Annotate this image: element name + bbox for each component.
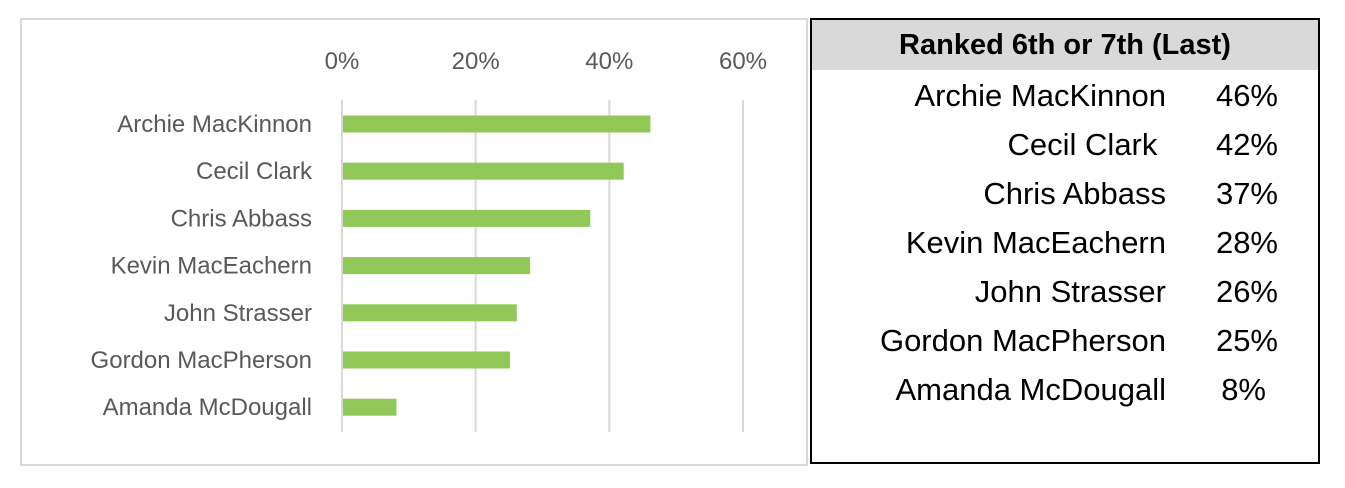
bar: [343, 351, 511, 369]
table-row-percent: 37%: [1215, 176, 1278, 211]
category-label: Chris Abbass: [171, 205, 312, 232]
table-row: Archie MacKinnon 46%: [812, 78, 1318, 126]
bar: [343, 398, 397, 416]
ranking-table: Ranked 6th or 7th (Last) Archie MacKinno…: [810, 18, 1320, 464]
category-label: Archie MacKinnon: [117, 111, 312, 138]
bar: [343, 209, 591, 227]
table-row: Amanda McDougall 8%: [812, 372, 1318, 420]
table-row-name: Archie MacKinnon: [914, 78, 1166, 113]
chart-frame: 0% 20% 40% 60% Archie MacKinnon Cecil Clark Ch…: [20, 18, 808, 466]
table-row: Kevin MacEachern 28%: [812, 225, 1318, 273]
table-row-name: Kevin MacEachern: [905, 225, 1166, 260]
x-tick-label: 40%: [585, 48, 633, 75]
table-title: Ranked 6th or 7th (Last): [812, 20, 1318, 70]
table-row-name: Gordon MacPherson: [879, 323, 1166, 358]
table-row: Chris Abbass 37%: [812, 176, 1318, 224]
table-row-name: Chris Abbass: [983, 176, 1166, 211]
table-row: John Strasser 26%: [812, 274, 1318, 322]
table-row-name: Amanda McDougall: [895, 372, 1166, 407]
bar-chart: 0% 20% 40% 60% Archie MacKinnon Cecil Clark Ch…: [91, 48, 767, 432]
x-tick-label: 60%: [719, 48, 767, 75]
category-label: Gordon MacPherson: [91, 347, 312, 374]
bar: [343, 257, 531, 275]
category-label: Cecil Clark: [196, 158, 313, 185]
category-label: Kevin MacEachern: [111, 253, 312, 280]
table-row-percent: 42%: [1215, 127, 1278, 162]
table-row-name: Cecil Clark: [1007, 127, 1166, 162]
table-row-percent: 25%: [1215, 323, 1278, 358]
table-row: Cecil Clark 42%: [812, 127, 1318, 175]
x-tick-label: 20%: [452, 48, 500, 75]
table-row-percent: 26%: [1215, 274, 1278, 309]
table-row-percent: 8%: [1221, 372, 1266, 407]
bar: [343, 162, 624, 180]
table-row-percent: 28%: [1215, 225, 1278, 260]
bar: [343, 115, 651, 133]
x-tick-label: 0%: [325, 48, 360, 75]
table-row: Gordon MacPherson 25%: [812, 323, 1318, 371]
table-row-name: John Strasser: [974, 274, 1166, 309]
category-label: John Strasser: [164, 300, 312, 327]
table-row-percent: 46%: [1215, 78, 1278, 113]
bar: [343, 304, 517, 322]
category-label: Amanda McDougall: [103, 394, 312, 421]
